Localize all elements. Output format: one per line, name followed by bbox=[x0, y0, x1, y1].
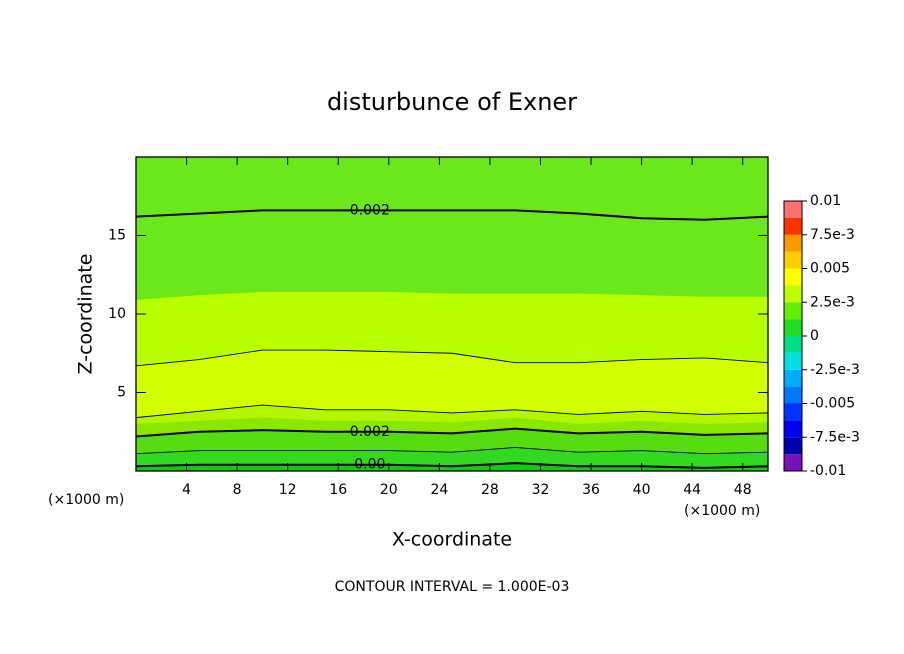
colorbar-band bbox=[784, 201, 802, 218]
chart-title: disturbunce of Exner bbox=[327, 88, 577, 116]
x-tick-label: 4 bbox=[182, 482, 191, 498]
colorbar-band bbox=[784, 454, 802, 471]
contour-line bbox=[135, 462, 769, 469]
x-tick-label: 24 bbox=[430, 482, 448, 498]
contour-label: 0.002 bbox=[350, 202, 390, 218]
contour-line bbox=[135, 209, 769, 221]
colorbar-tick-label: 2.5e-3 bbox=[810, 294, 855, 310]
colorbar-band bbox=[784, 403, 802, 421]
x-tick-label: 28 bbox=[481, 482, 499, 498]
colorbar-tick-label: 0.005 bbox=[810, 261, 850, 277]
contour-line bbox=[135, 404, 769, 419]
colorbar-tick-label: -0.01 bbox=[810, 463, 846, 479]
x-tick-label: 8 bbox=[233, 482, 242, 498]
colorbar-band bbox=[784, 336, 802, 353]
x-axis-label: X-coordinate bbox=[392, 529, 512, 551]
x-tick-label: 32 bbox=[532, 482, 550, 498]
colorbar-band bbox=[784, 369, 802, 387]
x-unit-label: (×1000 m) bbox=[48, 492, 124, 508]
colorbar-band bbox=[784, 352, 802, 370]
x-tick-label: 44 bbox=[683, 482, 701, 498]
x-tick-label: 12 bbox=[279, 482, 297, 498]
contour-line bbox=[135, 349, 769, 367]
y-tick-label: 10 bbox=[108, 306, 126, 322]
footer-note: CONTOUR INTERVAL = 1.000E-03 bbox=[335, 579, 570, 595]
x-tick-label: 40 bbox=[633, 482, 651, 498]
x-tick-label: 48 bbox=[734, 482, 752, 498]
colorbar-band bbox=[784, 234, 802, 252]
colorbar-tick-label: 0.01 bbox=[810, 193, 841, 209]
colorbar-tick-label: -2.5e-3 bbox=[810, 362, 860, 378]
colorbar-tick-label: -7.5e-3 bbox=[810, 429, 860, 445]
y-axis-label: Z-coordinate bbox=[75, 254, 97, 375]
x-tick-label: 20 bbox=[380, 482, 398, 498]
contour-label: 0.002 bbox=[350, 424, 390, 440]
colorbar-band bbox=[784, 285, 802, 303]
colorbar-band bbox=[784, 217, 802, 235]
colorbar-band bbox=[784, 420, 802, 438]
colorbar-band bbox=[784, 386, 802, 404]
y-tick-label: 15 bbox=[108, 228, 126, 244]
colorbar-tick-label: 0 bbox=[810, 328, 819, 344]
colorbar-band bbox=[784, 251, 802, 269]
y-tick-label: 5 bbox=[117, 385, 126, 401]
colorbar-band bbox=[784, 268, 802, 286]
contour-line bbox=[135, 427, 769, 438]
colorbar-tick-label: 7.5e-3 bbox=[810, 227, 855, 243]
colorbar-tick-label: -0.005 bbox=[810, 396, 855, 412]
contour-label: 0.00 bbox=[354, 457, 385, 473]
x-tick-label: 16 bbox=[329, 482, 347, 498]
x-unit-label: (×1000 m) bbox=[684, 503, 760, 519]
colorbar-band bbox=[784, 302, 802, 320]
x-tick-label: 36 bbox=[582, 482, 600, 498]
colorbar-band bbox=[784, 319, 802, 336]
contour-line bbox=[135, 446, 769, 455]
colorbar-band bbox=[784, 437, 802, 455]
